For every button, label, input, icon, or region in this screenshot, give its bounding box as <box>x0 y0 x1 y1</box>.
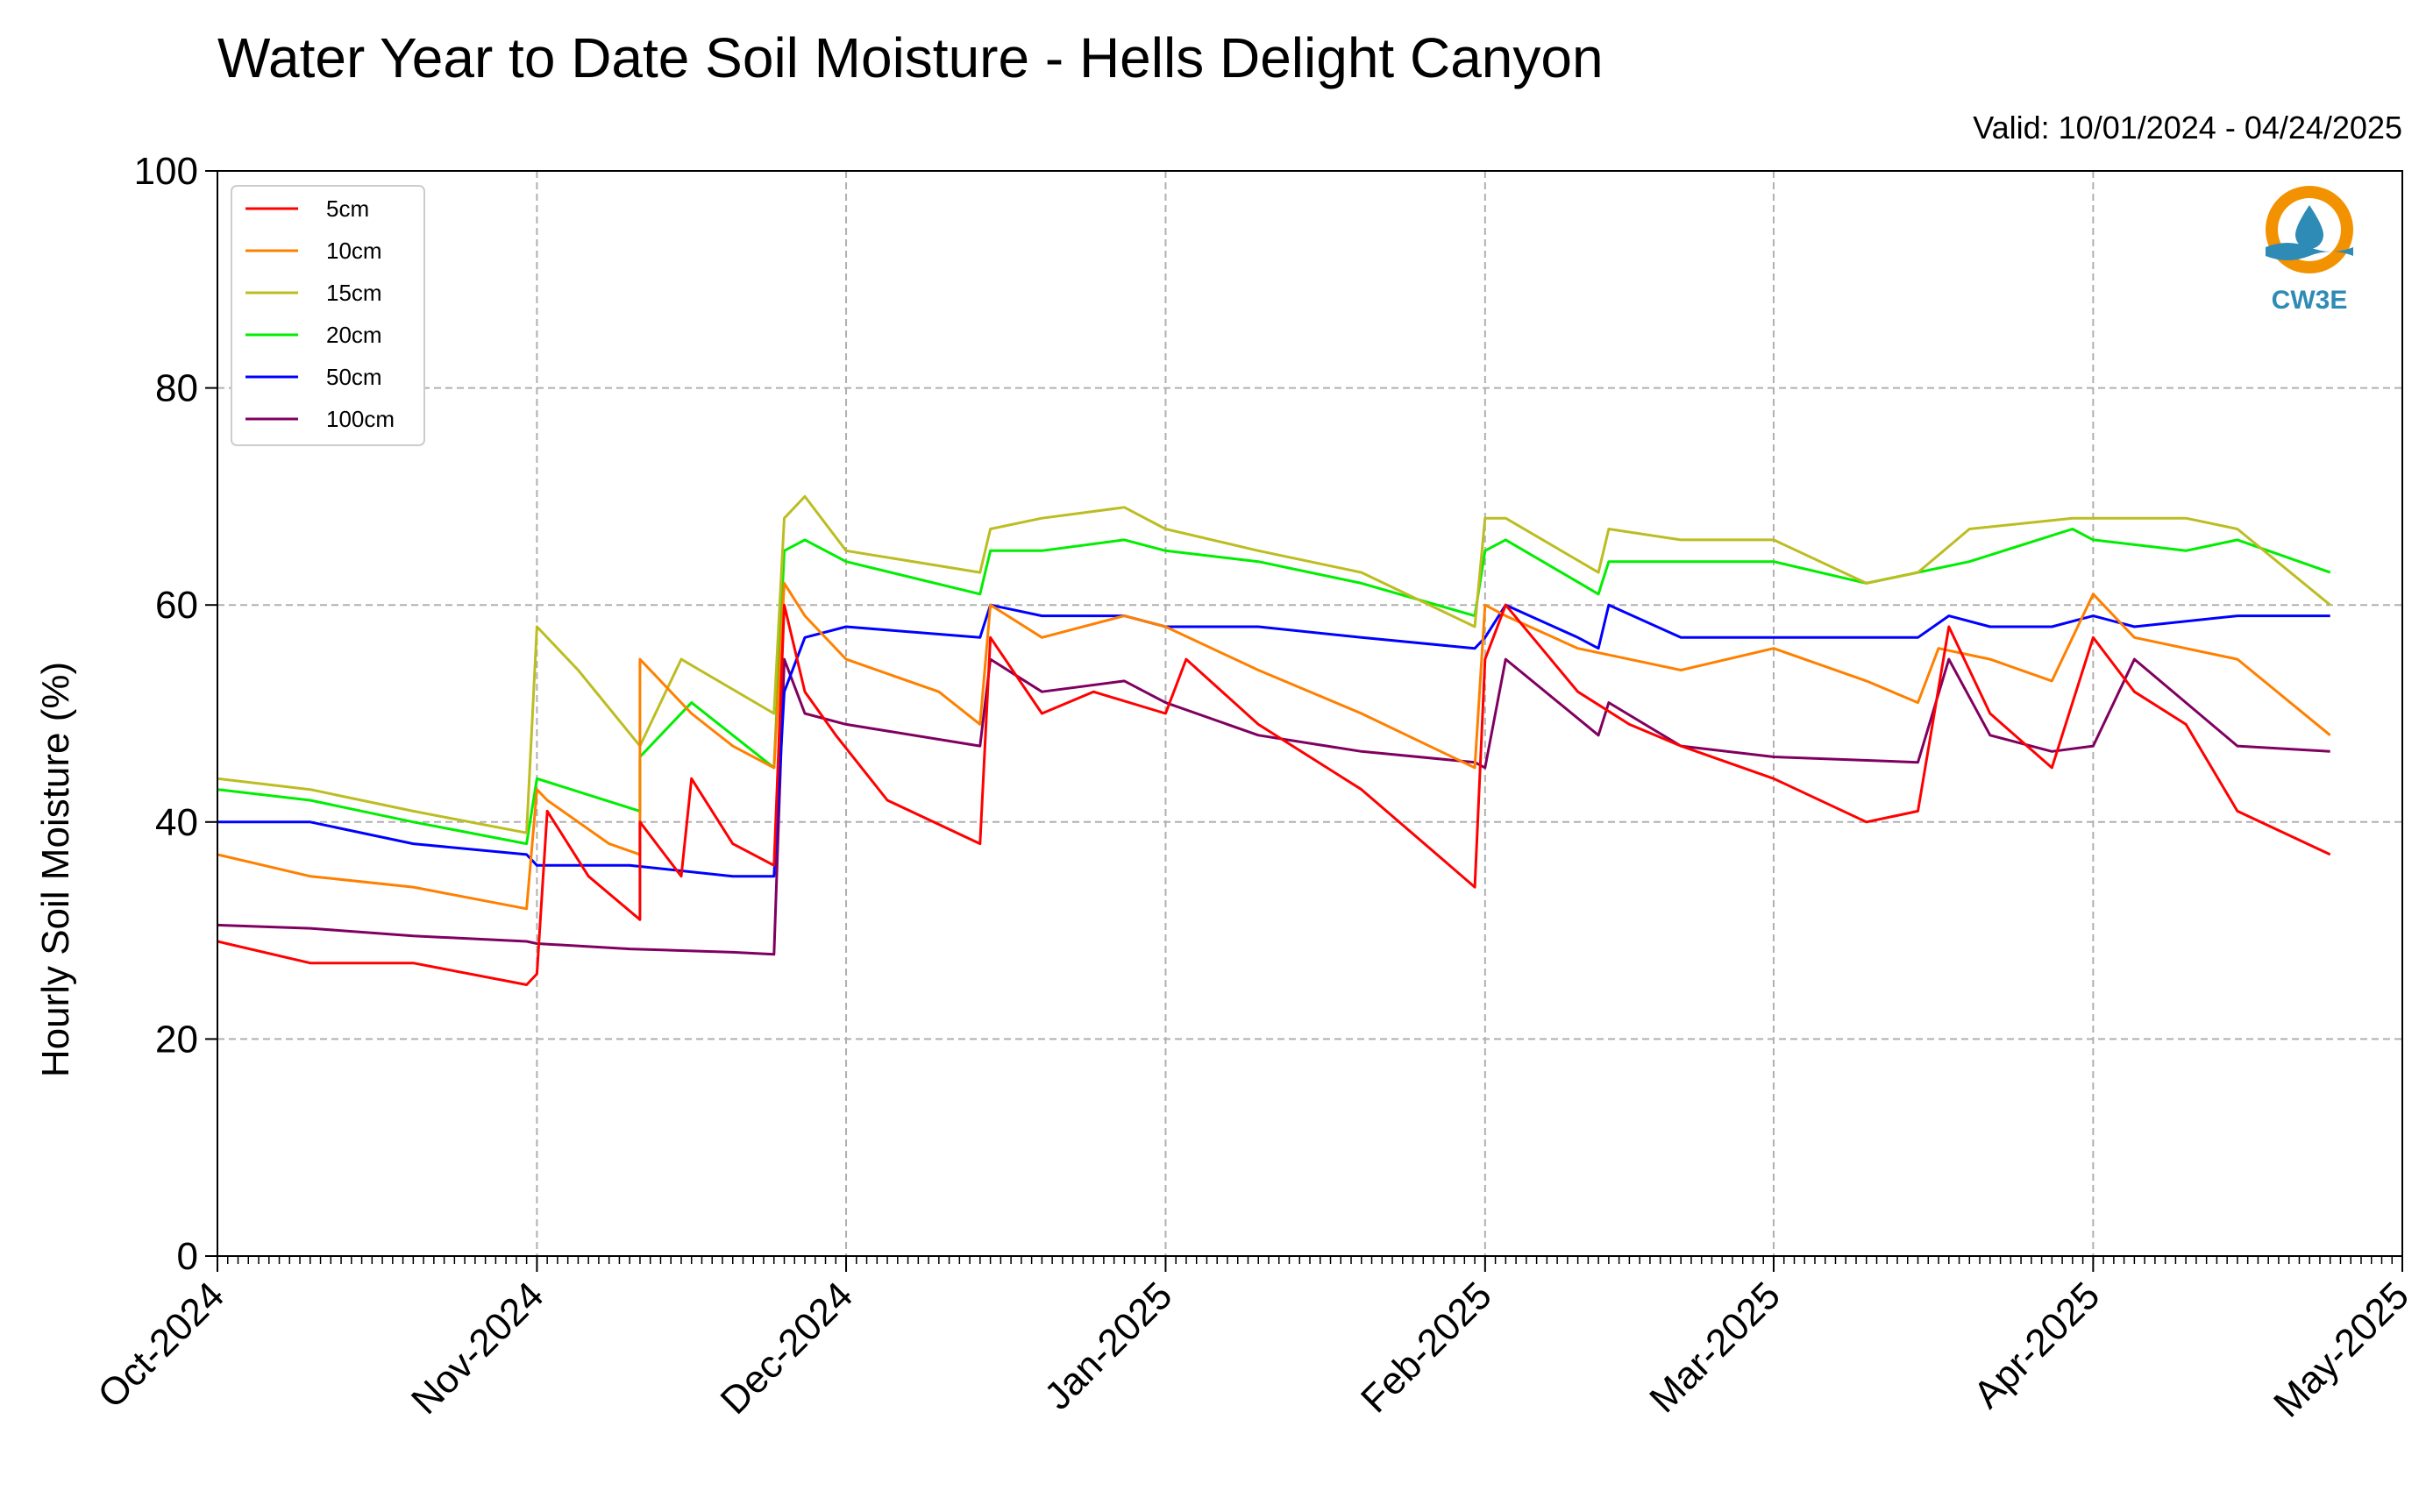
series-layer <box>217 494 2331 986</box>
legend-label-15cm: 15cm <box>326 280 382 306</box>
x-tick-label: Jan-2025 <box>1036 1274 1180 1417</box>
legend: 5cm 10cm 15cm 20cm 50cm 100cm <box>231 185 425 446</box>
series-line-100cm <box>217 657 2330 956</box>
logo-text: CW3E <box>2272 286 2348 315</box>
y-tick-label: 40 <box>155 801 198 844</box>
chart-subtitle: Valid: 10/01/2024 - 04/24/2025 <box>1973 110 2402 146</box>
legend-label-5cm: 5cm <box>326 195 369 222</box>
axes: 0 20 40 60 80 100 Oct-2024 Nov-2024 Dec-2024 Jan-… <box>89 150 2417 1425</box>
x-tick-label: Apr-2025 <box>1966 1274 2109 1416</box>
legend-label-100cm: 100cm <box>326 406 395 432</box>
legend-label-20cm: 20cm <box>326 322 382 348</box>
y-tick-label: 60 <box>155 584 198 627</box>
cw3e-logo: CW3E <box>2266 186 2353 315</box>
legend-label-50cm: 50cm <box>326 364 382 390</box>
series-line-15cm <box>217 494 2331 834</box>
series-line-10cm <box>217 581 2331 911</box>
y-tick-label: 80 <box>155 367 198 410</box>
logo-wave <box>2266 243 2353 260</box>
legend-label-10cm: 10cm <box>326 238 382 264</box>
y-tick-label: 100 <box>134 150 198 193</box>
x-tick-label: Mar-2025 <box>1641 1274 1789 1421</box>
chart-title: Water Year to Date Soil Moisture - Hells… <box>217 26 1604 89</box>
y-tick-label: 0 <box>177 1235 198 1278</box>
series-line-5cm <box>217 603 2331 986</box>
x-tick-label: Dec-2024 <box>713 1274 862 1423</box>
x-tick-label: Oct-2024 <box>89 1274 232 1416</box>
x-tick-label: Feb-2025 <box>1353 1274 1500 1421</box>
x-tick-label: May-2025 <box>2266 1274 2417 1425</box>
plot-frame <box>217 170 2403 1257</box>
x-tick-label: Nov-2024 <box>403 1274 552 1423</box>
water-drop-icon <box>2295 205 2323 249</box>
grid-lines <box>217 171 2402 1256</box>
y-tick-label: 20 <box>155 1018 198 1061</box>
y-axis-label: Hourly Soil Moisture (%) <box>34 662 77 1077</box>
